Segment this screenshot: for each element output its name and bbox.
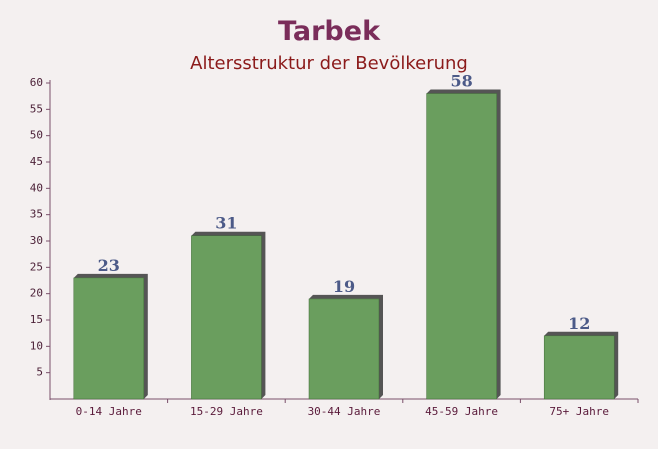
bar: [191, 235, 262, 400]
chart-title: Tarbek: [278, 16, 381, 47]
bar: [308, 298, 380, 400]
value-label: 19: [333, 277, 355, 296]
x-tick-label: 45-59 Jahre: [425, 405, 498, 418]
y-tick-label: 15: [30, 313, 43, 326]
x-tick-label: 0-14 Jahre: [76, 405, 142, 418]
bar: [543, 335, 615, 400]
value-label: 31: [215, 214, 237, 233]
x-tick-label: 15-29 Jahre: [190, 405, 263, 418]
y-tick-label: 20: [30, 287, 43, 300]
value-label: 58: [450, 72, 472, 91]
y-tick-label: 10: [30, 339, 43, 352]
y-tick-label: 30: [30, 234, 43, 247]
value-label: 12: [568, 314, 590, 333]
y-tick-label: 55: [30, 102, 43, 115]
chart-subtitle: Altersstruktur der Bevölkerung: [190, 53, 468, 74]
bar: [426, 93, 497, 400]
bar: [73, 277, 145, 400]
y-tick-label: 40: [30, 181, 43, 194]
x-tick-label: 30-44 Jahre: [308, 405, 381, 418]
y-tick-label: 35: [30, 208, 43, 221]
y-tick-label: 45: [30, 155, 43, 168]
y-tick-label: 25: [30, 260, 43, 273]
y-tick-label: 5: [36, 366, 43, 379]
y-tick-label: 60: [30, 76, 43, 89]
x-tick-label: 75+ Jahre: [549, 405, 609, 418]
value-label: 23: [98, 256, 120, 275]
y-tick-label: 50: [30, 129, 43, 142]
